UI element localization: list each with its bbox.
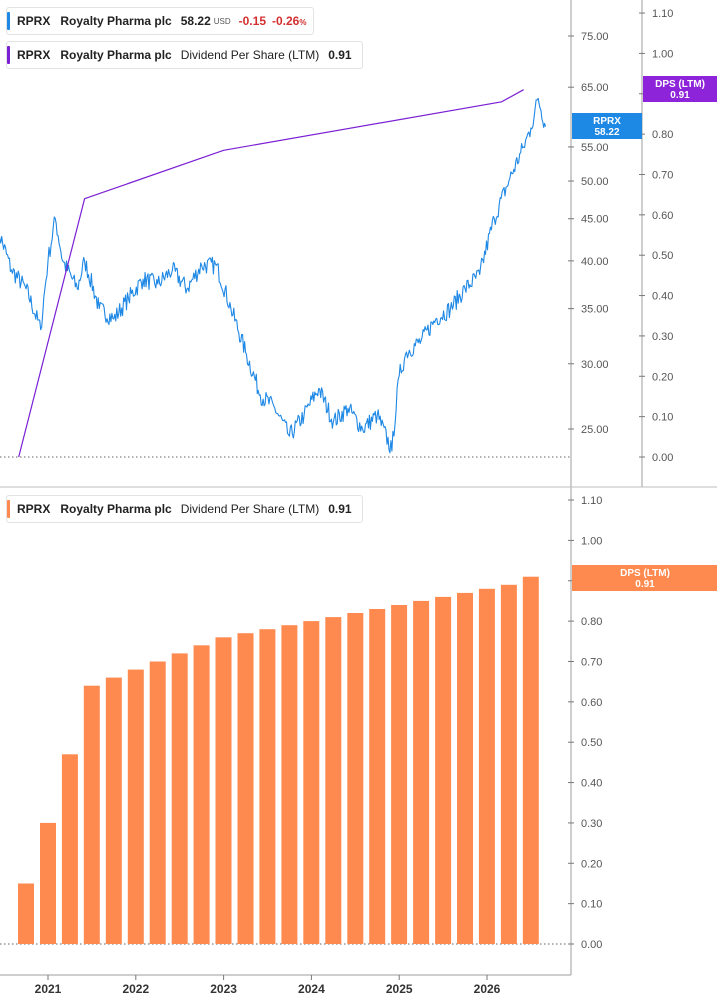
- price-legend-change: -0.15: [238, 14, 266, 28]
- dps-top-legend-swatch: [7, 46, 10, 64]
- dps-bar: [193, 645, 210, 944]
- dps-top-tag: DPS (LTM)0.91: [643, 76, 717, 102]
- price-tag-line2: 58.22: [594, 127, 619, 138]
- price-legend-change-pct: -0.26%: [272, 14, 307, 28]
- dps-bottom-legend-value: 0.91: [328, 502, 352, 516]
- dps-tick-label: 0.20: [652, 371, 673, 383]
- dps-top-tag-line2: 0.91: [670, 90, 690, 101]
- dps-bar: [281, 625, 298, 944]
- dps-bar: [149, 661, 166, 944]
- dps-bar: [369, 609, 386, 944]
- price-legend-value: 58.22: [180, 14, 211, 28]
- price-tick-label: 25.00: [581, 424, 609, 436]
- dps-bar: [500, 584, 517, 944]
- dps-bar: [259, 629, 276, 944]
- dps-tick-label: 0.30: [652, 331, 673, 343]
- price-legend-name: Royalty Pharma plc: [60, 14, 172, 28]
- dps-bar: [40, 822, 56, 944]
- dps-tick-label: 1.00: [652, 48, 673, 60]
- price-series-line: [0, 97, 547, 454]
- dps-bar: [303, 621, 320, 944]
- dps-bottom-legend-metric: Dividend Per Share (LTM): [180, 502, 320, 516]
- time-tick-label: 2023: [210, 982, 237, 996]
- dps-tick-label: 1.10: [652, 8, 673, 20]
- dps-bar: [457, 592, 473, 944]
- time-tick-label: 2022: [122, 982, 149, 996]
- dps-bar: [391, 605, 408, 944]
- dps-bar: [215, 637, 232, 944]
- dps-tick-label: 0.70: [652, 169, 673, 181]
- dps-bar: [435, 596, 452, 944]
- dps-top-legend-ticker: RPRX: [17, 48, 51, 62]
- dps-tick-label: 0.50: [652, 250, 673, 262]
- dps-bottom-legend-ticker: RPRX: [17, 502, 51, 516]
- bar-tick-label: 0.00: [581, 939, 602, 951]
- bar-tick-label: 1.10: [581, 495, 602, 507]
- dps-bottom-tag-line1: DPS (LTM): [620, 568, 670, 579]
- dps-bottom-tag: DPS (LTM)0.91: [572, 565, 717, 591]
- dps-bottom-legend[interactable]: RPRX Royalty Pharma plc Dividend Per Sha…: [6, 495, 363, 523]
- dps-bar: [83, 685, 100, 944]
- price-legend-ticker: RPRX: [17, 14, 51, 28]
- price-tag-bg: [572, 113, 642, 139]
- price-tag-line1: RPRX: [593, 116, 621, 127]
- bar-tick-label: 0.40: [581, 778, 602, 790]
- dps-tick-label: 0.60: [652, 210, 673, 222]
- dps-panel: [0, 576, 571, 945]
- dps-bar: [413, 600, 430, 944]
- bar-tick-label: 0.30: [581, 818, 602, 830]
- price-tick-label: 40.00: [581, 256, 609, 268]
- dps-bar: [237, 633, 254, 944]
- bar-tick-label: 0.20: [581, 858, 602, 870]
- price-tick-label: 35.00: [581, 304, 609, 316]
- dps-top-legend-metric: Dividend Per Share (LTM): [180, 48, 320, 62]
- dps-top-legend[interactable]: RPRX Royalty Pharma plc Dividend Per Sha…: [6, 41, 363, 69]
- dps-bar: [105, 677, 122, 944]
- time-tick-label: 2021: [35, 982, 62, 996]
- bar-tick-label: 0.50: [581, 737, 602, 749]
- price-legend-swatch: [7, 12, 10, 30]
- price-legend-currency: USD: [213, 16, 231, 26]
- dps-top-tag-line1: DPS (LTM): [655, 79, 705, 90]
- price-panel: [0, 89, 571, 458]
- dps-bottom-tag-bg: [572, 565, 717, 591]
- bar-tick-label: 0.60: [581, 697, 602, 709]
- dps-tick-label: 0.40: [652, 291, 673, 303]
- time-tick-label: 2024: [298, 982, 325, 996]
- price-legend[interactable]: RPRX Royalty Pharma plc 58.22 USD -0.15 …: [6, 7, 315, 35]
- dps-top-tag-bg: [643, 76, 717, 102]
- dps-bar: [325, 617, 342, 944]
- price-tick-label: 75.00: [581, 31, 609, 43]
- dps-bottom-legend-name: Royalty Pharma plc: [60, 502, 172, 516]
- dps-bar: [522, 576, 539, 944]
- bar-tick-label: 0.10: [581, 899, 602, 911]
- dps-series-line: [18, 89, 524, 458]
- dps-bar: [18, 883, 34, 944]
- dps-bottom-legend-swatch: [7, 500, 10, 518]
- price-tick-label: 50.00: [581, 176, 609, 188]
- dps-bottom-tag-line2: 0.91: [635, 579, 655, 590]
- bar-tick-label: 0.70: [581, 656, 602, 668]
- dps-tick-label: 0.10: [652, 412, 673, 424]
- dps-bar: [478, 588, 495, 944]
- dps-bar: [61, 754, 78, 944]
- dps-bar: [127, 669, 144, 944]
- dps-tick-label: 0.80: [652, 129, 673, 141]
- price-tick-label: 55.00: [581, 142, 609, 154]
- price-tick-label: 45.00: [581, 214, 609, 226]
- dps-tick-label: 0.00: [652, 452, 673, 464]
- time-tick-label: 2025: [386, 982, 413, 996]
- dps-top-legend-name: Royalty Pharma plc: [60, 48, 172, 62]
- dps-top-legend-value: 0.91: [328, 48, 352, 62]
- dps-bar: [347, 613, 364, 944]
- price-tick-label: 65.00: [581, 82, 609, 94]
- price-tick-label: 30.00: [581, 359, 609, 371]
- dps-bar: [171, 653, 188, 944]
- time-tick-label: 2026: [474, 982, 501, 996]
- bar-tick-label: 1.00: [581, 535, 602, 547]
- bar-tick-label: 0.80: [581, 616, 602, 628]
